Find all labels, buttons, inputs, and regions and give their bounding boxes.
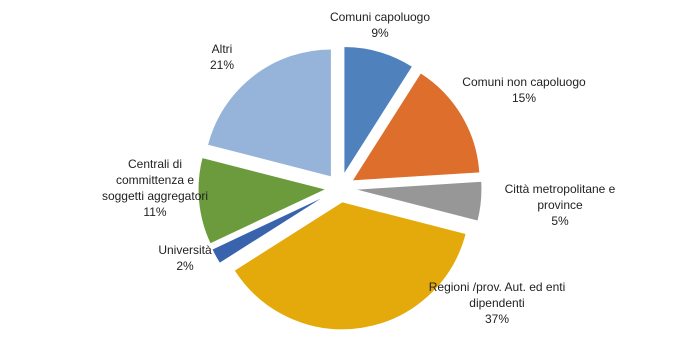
category-label: Centrali di committenza e soggetti aggre… [101,157,209,203]
category-label: Università [158,243,212,257]
percent-label: 5% [551,214,569,228]
category-label: Altri [211,42,233,56]
percent-label: 21% [209,58,235,72]
category-label: Comuni capoluogo [329,10,431,24]
percent-label: 11% [143,205,167,219]
pie-slice [197,156,328,245]
data-label: Altri 21% [192,41,252,73]
percent-label: 9% [371,26,389,40]
percent-label: 2% [176,259,194,273]
percent-label: 37% [484,312,510,326]
pie-slice [351,72,481,182]
pie-slice [233,201,467,331]
category-label: Comuni non capoluogo [462,75,586,89]
data-label: Città metropolitane e province 5% [490,181,630,229]
percent-label: 15% [511,91,537,105]
data-label: Comuni non capoluogo 15% [454,74,594,106]
data-label: Comuni capoluogo 9% [320,9,440,41]
pie-slice [211,194,328,265]
data-label: Regioni /prov. Aut. ed enti dipendenti 37… [427,279,567,327]
pie-slice [353,180,483,222]
data-label: Università 2% [145,242,225,274]
category-label: Città metropolitane e province [504,182,616,212]
data-label: Centrali di committenza e soggetti aggre… [95,156,215,220]
category-label: Regioni /prov. Aut. ed enti dipendenti [428,280,566,310]
pie-slice [206,48,332,178]
pie-slice [343,46,414,177]
